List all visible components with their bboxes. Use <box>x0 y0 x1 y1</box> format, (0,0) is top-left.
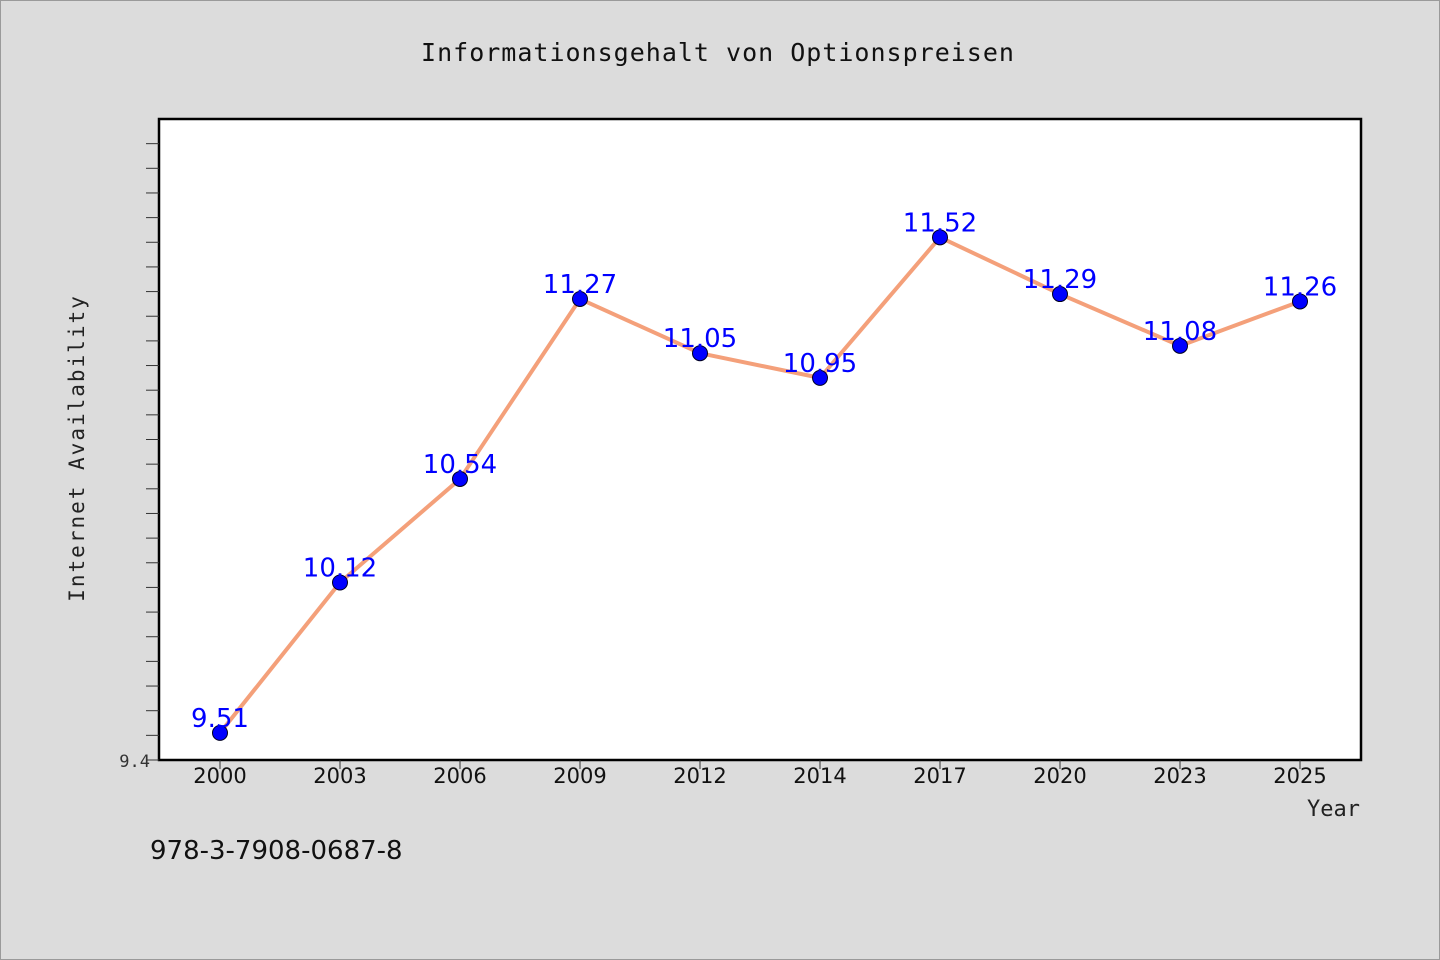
data-point <box>1052 286 1068 303</box>
data-label: 10.54 <box>423 450 497 480</box>
data-point <box>1292 293 1308 310</box>
x-tick-label: 2009 <box>553 764 606 788</box>
x-tick-label: 2017 <box>913 764 966 788</box>
data-label: 11.27 <box>543 270 617 300</box>
data-label: 10.12 <box>303 553 377 583</box>
x-tick-label: 2012 <box>673 764 726 788</box>
x-tick-label: 2025 <box>1273 764 1326 788</box>
data-point <box>692 345 708 362</box>
data-label: 11.26 <box>1263 272 1337 302</box>
isbn-text: 978-3-7908-0687-8 <box>150 836 403 866</box>
x-tick-label: 2014 <box>793 764 846 788</box>
x-tick-label: 2020 <box>1033 764 1086 788</box>
data-point <box>332 574 348 591</box>
x-tick-label: 2006 <box>433 764 486 788</box>
x-tick-label: 2003 <box>313 764 366 788</box>
data-label: 11.05 <box>663 324 737 354</box>
x-tick-label: 2023 <box>1153 764 1206 788</box>
data-point <box>932 229 948 246</box>
data-point <box>1172 337 1188 354</box>
data-point <box>572 290 588 307</box>
series-layer: 9.51 10.12 10.54 11.27 11.05 10.95 11.52 11.29 1… <box>191 208 1337 741</box>
data-label: 9.51 <box>191 704 249 734</box>
x-axis-ticks: 2000 2003 2006 2009 2012 2014 2017 2020 2023 2025 <box>193 760 1327 788</box>
data-label: 11.52 <box>903 208 977 238</box>
y-axis-ticks: 9.4 <box>119 143 159 772</box>
series-line <box>218 235 1302 735</box>
data-label: 10.95 <box>783 349 857 379</box>
data-label: 11.29 <box>1023 265 1097 295</box>
plot-area <box>157 117 1363 762</box>
data-point <box>452 470 468 487</box>
data-point <box>812 369 828 386</box>
chart-title: Informationsgehalt von Optionspreisen <box>421 38 1015 67</box>
y-axis-label: Internet Availability <box>65 294 89 602</box>
data-label: 11.08 <box>1143 317 1217 347</box>
data-point <box>212 724 228 741</box>
x-tick-label: 2000 <box>193 764 246 788</box>
x-axis-label: Year <box>1307 797 1360 822</box>
y-tick-label: 9.4 <box>119 752 150 772</box>
